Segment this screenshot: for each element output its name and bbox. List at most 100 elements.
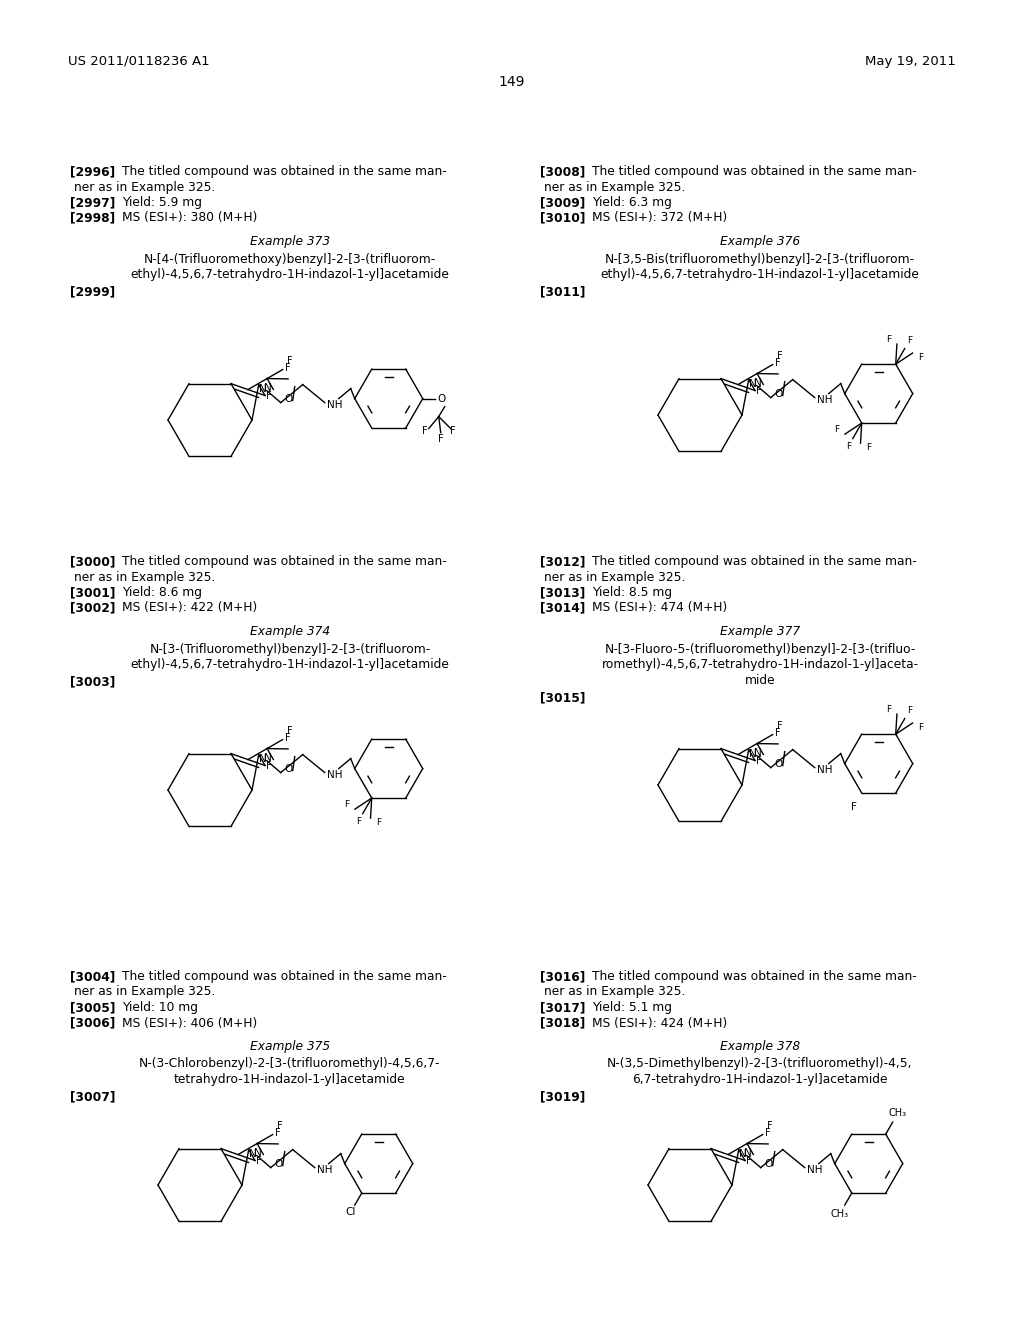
Text: Example 375: Example 375: [250, 1040, 330, 1053]
Text: O: O: [437, 393, 446, 404]
Text: [3016]: [3016]: [540, 970, 586, 983]
Text: The titled compound was obtained in the same man-: The titled compound was obtained in the …: [122, 554, 446, 568]
Text: F: F: [775, 727, 781, 738]
Text: ner as in Example 325.: ner as in Example 325.: [74, 570, 215, 583]
Text: O: O: [274, 1159, 283, 1168]
Text: NH: NH: [327, 770, 342, 780]
Text: [3013]: [3013]: [540, 586, 586, 599]
Text: N: N: [264, 383, 272, 392]
Text: MS (ESI+): 424 (M+H): MS (ESI+): 424 (M+H): [592, 1016, 727, 1030]
Text: N: N: [744, 1147, 752, 1158]
Text: [3010]: [3010]: [540, 211, 586, 224]
Text: N: N: [259, 384, 266, 393]
Text: F: F: [767, 1121, 772, 1130]
Text: F: F: [286, 363, 291, 374]
Text: F: F: [287, 355, 292, 366]
Text: N-[3-(Trifluoromethyl)benzyl]-2-[3-(trifluorom-: N-[3-(Trifluoromethyl)benzyl]-2-[3-(trif…: [150, 643, 431, 656]
Text: May 19, 2011: May 19, 2011: [865, 55, 956, 69]
Text: [3006]: [3006]: [70, 1016, 116, 1030]
Text: [2998]: [2998]: [70, 211, 115, 224]
Text: Yield: 5.1 mg: Yield: 5.1 mg: [592, 1001, 672, 1014]
Text: [3018]: [3018]: [540, 1016, 586, 1030]
Text: Yield: 8.5 mg: Yield: 8.5 mg: [592, 586, 672, 599]
Text: F: F: [887, 335, 892, 345]
Text: [3001]: [3001]: [70, 586, 116, 599]
Text: F: F: [918, 352, 923, 362]
Text: F: F: [276, 1121, 283, 1130]
Text: CH₃: CH₃: [889, 1109, 907, 1118]
Text: Example 374: Example 374: [250, 624, 330, 638]
Text: O: O: [765, 1159, 773, 1168]
Text: N-[4-(Trifluoromethoxy)benzyl]-2-[3-(trifluorom-: N-[4-(Trifluoromethoxy)benzyl]-2-[3-(tri…: [144, 252, 436, 265]
Text: F: F: [865, 444, 870, 453]
Text: Yield: 8.6 mg: Yield: 8.6 mg: [122, 586, 202, 599]
Text: N-(3,5-Dimethylbenzyl)-2-[3-(trifluoromethyl)-4,5,: N-(3,5-Dimethylbenzyl)-2-[3-(trifluorome…: [607, 1057, 912, 1071]
Text: [2996]: [2996]: [70, 165, 115, 178]
Text: NH: NH: [817, 395, 833, 405]
Text: N-[3-Fluoro-5-(trifluoromethyl)benzyl]-2-[3-(trifluo-: N-[3-Fluoro-5-(trifluoromethyl)benzyl]-2…: [604, 643, 915, 656]
Text: The titled compound was obtained in the same man-: The titled compound was obtained in the …: [592, 554, 916, 568]
Text: N: N: [249, 1148, 257, 1159]
Text: mide: mide: [744, 673, 775, 686]
Text: F: F: [266, 762, 271, 771]
Text: F: F: [450, 425, 456, 436]
Text: CH₃: CH₃: [830, 1209, 849, 1218]
Text: [3019]: [3019]: [540, 1090, 586, 1104]
Text: N-(3-Chlorobenzyl)-2-[3-(trifluoromethyl)-4,5,6,7-: N-(3-Chlorobenzyl)-2-[3-(trifluoromethyl…: [139, 1057, 440, 1071]
Text: F: F: [355, 817, 360, 826]
Text: [2997]: [2997]: [70, 195, 116, 209]
Text: MS (ESI+): 474 (M+H): MS (ESI+): 474 (M+H): [592, 602, 727, 615]
Text: N: N: [264, 752, 272, 763]
Text: F: F: [765, 1127, 771, 1138]
Text: F: F: [887, 705, 892, 714]
Text: ner as in Example 325.: ner as in Example 325.: [74, 986, 215, 998]
Text: F: F: [756, 756, 762, 767]
Text: [3011]: [3011]: [540, 285, 586, 298]
Text: F: F: [918, 723, 923, 733]
Text: The titled compound was obtained in the same man-: The titled compound was obtained in the …: [592, 165, 916, 178]
Text: NH: NH: [327, 400, 342, 409]
Text: ethyl)-4,5,6,7-tetrahydro-1H-indazol-1-yl]acetamide: ethyl)-4,5,6,7-tetrahydro-1H-indazol-1-y…: [131, 268, 450, 281]
Text: Example 373: Example 373: [250, 235, 330, 248]
Text: Cl: Cl: [345, 1206, 356, 1217]
Text: F: F: [835, 425, 840, 434]
Text: [2999]: [2999]: [70, 285, 115, 298]
Text: Yield: 5.9 mg: Yield: 5.9 mg: [122, 195, 202, 209]
Text: [3012]: [3012]: [540, 554, 586, 568]
Text: O: O: [774, 759, 782, 768]
Text: ethyl)-4,5,6,7-tetrahydro-1H-indazol-1-yl]acetamide: ethyl)-4,5,6,7-tetrahydro-1H-indazol-1-y…: [131, 657, 450, 671]
Text: F: F: [287, 726, 292, 735]
Text: NH: NH: [316, 1164, 332, 1175]
Text: [3007]: [3007]: [70, 1090, 116, 1104]
Text: Yield: 6.3 mg: Yield: 6.3 mg: [592, 195, 672, 209]
Text: [3002]: [3002]: [70, 602, 116, 615]
Text: F: F: [422, 425, 428, 436]
Text: ner as in Example 325.: ner as in Example 325.: [74, 181, 215, 194]
Text: NH: NH: [817, 764, 833, 775]
Text: ethyl)-4,5,6,7-tetrahydro-1H-indazol-1-yl]acetamide: ethyl)-4,5,6,7-tetrahydro-1H-indazol-1-y…: [600, 268, 920, 281]
Text: [3014]: [3014]: [540, 602, 586, 615]
Text: ner as in Example 325.: ner as in Example 325.: [544, 181, 685, 194]
Text: N: N: [754, 747, 762, 758]
Text: 6,7-tetrahydro-1H-indazol-1-yl]acetamide: 6,7-tetrahydro-1H-indazol-1-yl]acetamide: [632, 1073, 888, 1086]
Text: F: F: [756, 387, 762, 396]
Text: MS (ESI+): 406 (M+H): MS (ESI+): 406 (M+H): [122, 1016, 257, 1030]
Text: F: F: [256, 1156, 261, 1167]
Text: Example 377: Example 377: [720, 624, 800, 638]
Text: 149: 149: [499, 75, 525, 88]
Text: O: O: [285, 763, 293, 774]
Text: O: O: [285, 393, 293, 404]
Text: N: N: [254, 1147, 262, 1158]
Text: NH: NH: [807, 1164, 822, 1175]
Text: The titled compound was obtained in the same man-: The titled compound was obtained in the …: [122, 165, 446, 178]
Text: ner as in Example 325.: ner as in Example 325.: [544, 570, 685, 583]
Text: [3008]: [3008]: [540, 165, 586, 178]
Text: [3015]: [3015]: [540, 690, 586, 704]
Text: ner as in Example 325.: ner as in Example 325.: [544, 986, 685, 998]
Text: [3003]: [3003]: [70, 676, 116, 689]
Text: F: F: [906, 337, 911, 346]
Text: F: F: [745, 1156, 752, 1167]
Text: F: F: [775, 358, 781, 368]
Text: US 2011/0118236 A1: US 2011/0118236 A1: [68, 55, 210, 69]
Text: [3005]: [3005]: [70, 1001, 116, 1014]
